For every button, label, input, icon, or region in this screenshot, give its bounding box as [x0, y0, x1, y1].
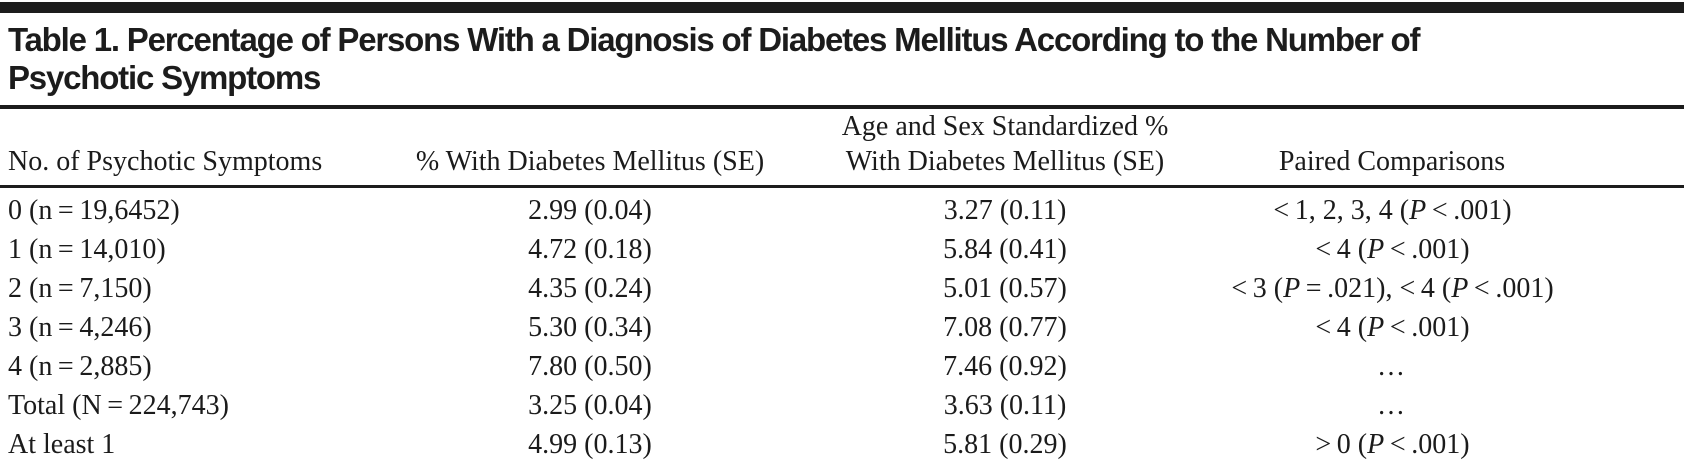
cell-paired: < 4 (P < .001) [1315, 233, 1470, 265]
table-row: 2 (n = 7,150) 4.35 (0.24) 5.01 (0.57) < … [0, 269, 1684, 308]
diabetes-psychotic-symptoms-table: No. of Psychotic Symptoms % With Diabete… [0, 109, 1684, 460]
cell-symptoms: 4 (n = 2,885) [8, 350, 152, 382]
cell-paired: > 0 (P < .001) [1315, 428, 1470, 460]
cell-symptoms: 1 (n = 14,010) [8, 233, 166, 265]
col-header-standardized-pct: Age and Sex Standardized % With Diabetes… [822, 109, 1188, 188]
cell-paired: … [1377, 389, 1408, 421]
cell-std-pct: 7.46 (0.92) [943, 350, 1067, 382]
col-header-standardized-pct-line2: With Diabetes Mellitus (SE) [845, 146, 1165, 177]
cell-paired: … [1377, 350, 1408, 382]
table-row: 1 (n = 14,010) 4.72 (0.18) 5.84 (0.41) <… [0, 230, 1684, 269]
cell-symptoms: 3 (n = 4,246) [8, 311, 152, 343]
table-title-line2: Psychotic Symptoms [8, 59, 321, 96]
table-row: 4 (n = 2,885) 7.80 (0.50) 7.46 (0.92) … [0, 347, 1684, 386]
cell-symptoms: At least 1 [8, 428, 116, 460]
col-header-paired-comparisons: Paired Comparisons [1188, 109, 1684, 188]
cell-std-pct: 7.08 (0.77) [943, 311, 1067, 343]
table-top-bar [0, 2, 1684, 13]
cell-pct: 5.30 (0.34) [528, 311, 652, 343]
header-row: No. of Psychotic Symptoms % With Diabete… [0, 109, 1684, 188]
cell-paired: < 3 (P = .021), < 4 (P < .001) [1231, 272, 1554, 304]
cell-std-pct: 5.01 (0.57) [943, 272, 1067, 304]
col-header-symptoms: No. of Psychotic Symptoms [0, 109, 358, 188]
cell-pct: 4.99 (0.13) [528, 428, 652, 460]
cell-paired: < 4 (P < .001) [1315, 311, 1470, 343]
cell-std-pct: 5.81 (0.29) [943, 428, 1067, 460]
cell-pct: 2.99 (0.04) [528, 194, 652, 226]
cell-paired: < 1, 2, 3, 4 (P < .001) [1273, 194, 1512, 226]
table-row: 3 (n = 4,246) 5.30 (0.34) 7.08 (0.77) < … [0, 308, 1684, 347]
cell-pct: 4.35 (0.24) [528, 272, 652, 304]
col-header-pct-dm: % With Diabetes Mellitus (SE) [358, 109, 822, 188]
cell-symptoms: 2 (n = 7,150) [8, 272, 152, 304]
cell-symptoms: 0 (n = 19,6452) [8, 194, 180, 226]
cell-std-pct: 3.27 (0.11) [943, 194, 1067, 226]
col-header-standardized-pct-line1: Age and Sex Standardized % [841, 111, 1169, 142]
cell-pct: 7.80 (0.50) [528, 350, 652, 382]
table-row: At least 1 4.99 (0.13) 5.81 (0.29) > 0 (… [0, 425, 1684, 460]
cell-std-pct: 5.84 (0.41) [943, 233, 1067, 265]
cell-std-pct: 3.63 (0.11) [943, 389, 1067, 421]
cell-pct: 4.72 (0.18) [528, 233, 652, 265]
table-row: 0 (n = 19,6452) 2.99 (0.04) 3.27 (0.11) … [0, 187, 1684, 231]
table-row: Total (N = 224,743) 3.25 (0.04) 3.63 (0.… [0, 386, 1684, 425]
table-title-line1: Table 1. Percentage of Persons With a Di… [8, 21, 1421, 58]
cell-pct: 3.25 (0.04) [528, 389, 652, 421]
title-rule [0, 105, 1684, 109]
table-title: Table 1. Percentage of Persons With a Di… [0, 13, 1684, 105]
cell-symptoms: Total (N = 224,743) [8, 389, 230, 421]
